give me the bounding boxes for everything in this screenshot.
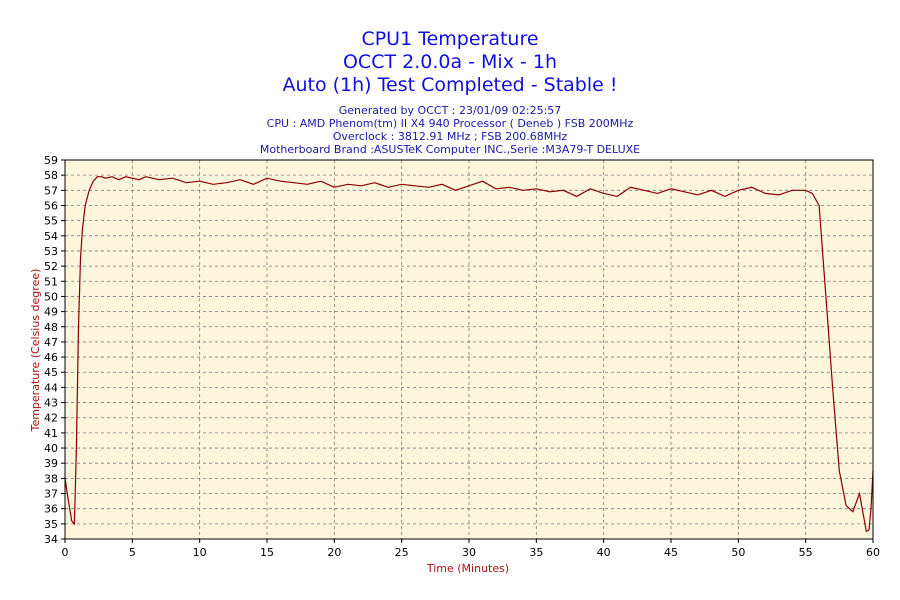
x-tick-label: 5 xyxy=(129,546,136,559)
x-tick-label: 35 xyxy=(529,546,543,559)
y-tick-label: 50 xyxy=(44,290,58,303)
y-tick-label: 42 xyxy=(44,412,58,425)
x-tick-label: 60 xyxy=(866,546,880,559)
y-tick-label: 44 xyxy=(44,381,58,394)
chart-title-line-1: CPU1 Temperature xyxy=(361,28,538,50)
y-tick-label: 55 xyxy=(44,215,58,228)
x-tick-label: 20 xyxy=(327,546,341,559)
chart-title-line-3: Auto (1h) Test Completed - Stable ! xyxy=(282,74,617,96)
y-tick-label: 46 xyxy=(44,351,58,364)
y-tick-label: 48 xyxy=(44,321,58,334)
x-axis-label: Time (Minutes) xyxy=(426,562,509,575)
x-tick-label: 30 xyxy=(462,546,476,559)
chart-subtitle-line-4: Motherboard Brand :ASUSTeK Computer INC.… xyxy=(260,143,640,156)
x-tick-label: 15 xyxy=(260,546,274,559)
y-tick-label: 57 xyxy=(44,184,58,197)
chart-subtitle-line-2: CPU : AMD Phenom(tm) II X4 940 Processor… xyxy=(267,117,634,130)
plot-area xyxy=(65,160,873,539)
y-tick-label: 40 xyxy=(44,442,58,455)
y-tick-label: 34 xyxy=(44,533,58,546)
x-tick-label: 25 xyxy=(395,546,409,559)
grid-lines xyxy=(65,160,873,539)
x-tick-label: 10 xyxy=(193,546,207,559)
chart-title-line-2: OCCT 2.0.0a - Mix - 1h xyxy=(343,51,557,73)
y-tick-label: 58 xyxy=(44,169,58,182)
y-axis-label: Temperature (Celsius degree) xyxy=(29,269,42,433)
y-tick-label: 52 xyxy=(44,260,58,273)
x-tick-label: 0 xyxy=(62,546,69,559)
y-tick-label: 51 xyxy=(44,275,58,288)
y-tick-label: 38 xyxy=(44,472,58,485)
temperature-series-line xyxy=(64,176,874,533)
y-tick-label: 35 xyxy=(44,518,58,531)
x-tick-label: 50 xyxy=(731,546,745,559)
x-axis-ticks: 0 5 10 15 20 25 30 35 40 45 50 55 60 xyxy=(62,539,880,559)
y-tick-label: 54 xyxy=(44,230,58,243)
y-tick-label: 49 xyxy=(44,306,58,319)
chart-titles: CPU1 Temperature OCCT 2.0.0a - Mix - 1h … xyxy=(260,28,640,156)
x-tick-label: 45 xyxy=(664,546,678,559)
y-tick-label: 56 xyxy=(44,199,58,212)
y-axis-ticks: 34 35 36 37 38 39 40 41 42 43 44 45 46 47 48 49 50 51 52 53… xyxy=(44,154,65,546)
y-tick-label: 43 xyxy=(44,397,58,410)
y-tick-label: 41 xyxy=(44,427,58,440)
y-tick-label: 47 xyxy=(44,336,58,349)
y-tick-label: 53 xyxy=(44,245,58,258)
y-tick-label: 59 xyxy=(44,154,58,167)
x-tick-label: 55 xyxy=(799,546,813,559)
chart-subtitle-line-1: Generated by OCCT : 23/01/09 02:25:57 xyxy=(339,104,562,117)
y-tick-label: 37 xyxy=(44,488,58,501)
y-tick-label: 39 xyxy=(44,457,58,470)
x-tick-label: 40 xyxy=(597,546,611,559)
y-tick-label: 45 xyxy=(44,366,58,379)
chart-subtitle-line-3: Overclock : 3812.91 MHz ; FSB 200.68MHz xyxy=(333,130,568,143)
plot-frame xyxy=(64,159,874,540)
y-tick-label: 36 xyxy=(44,503,58,516)
